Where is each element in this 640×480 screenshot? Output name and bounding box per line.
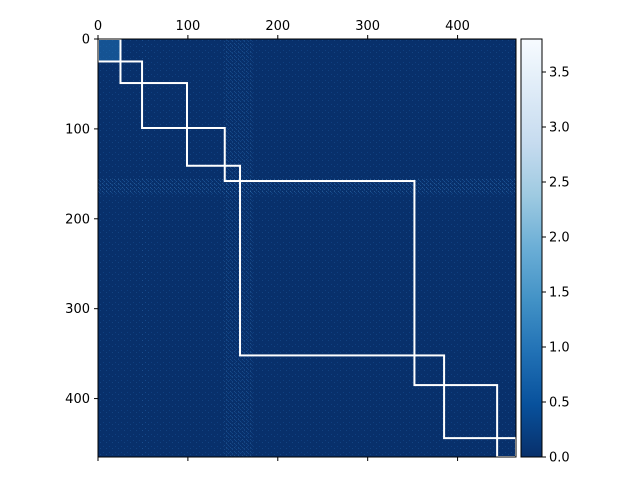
cluster-block	[223, 164, 242, 183]
colorbar: 0.0 0.5 1.0 1.5 2.0 2.5 3.0 3.5	[520, 38, 570, 466]
colorbar-tick-label: 3.0	[549, 121, 570, 136]
x-tick-label: 100	[175, 19, 200, 34]
high-value-region	[98, 39, 121, 62]
heatmap-noise-texture	[98, 39, 516, 457]
x-tick-label: 0	[94, 19, 102, 34]
noise-band-vertical-2	[141, 39, 149, 457]
cluster-block	[119, 60, 144, 85]
noise-band-horizontal	[98, 178, 516, 194]
x-tick-label: 400	[445, 19, 470, 34]
noise-band-vertical	[223, 39, 253, 457]
x-tick-label: 300	[355, 19, 380, 34]
y-axis: 0 100 200 300 400	[65, 33, 98, 407]
x-axis: 0 100 200 300 400	[94, 19, 470, 461]
colorbar-tick-label: 2.5	[549, 176, 570, 191]
colorbar-tick-label: 1.0	[549, 341, 570, 356]
y-tick-label: 100	[65, 122, 90, 137]
x-tick-label: 200	[265, 19, 290, 34]
colorbar-gradient	[520, 38, 543, 458]
colorbar-tick-label: 1.5	[549, 286, 570, 301]
cluster-block	[141, 82, 188, 129]
cluster-block	[413, 354, 446, 387]
colorbar-tick-label: 0.0	[549, 451, 570, 466]
colorbar-tick-label: 3.5	[549, 66, 570, 81]
plot-frame	[97, 38, 517, 458]
cluster-blocks	[97, 38, 518, 459]
y-tick-label: 300	[65, 302, 90, 317]
y-tick-label: 400	[65, 392, 90, 407]
heatmap-features	[98, 39, 516, 457]
cluster-block	[239, 180, 416, 357]
cluster-block	[185, 126, 226, 167]
y-tick-label: 200	[65, 212, 90, 227]
colorbar-tick-label: 0.5	[549, 396, 570, 411]
cluster-block	[443, 384, 499, 440]
y-tick-label: 0	[82, 33, 90, 48]
colorbar-tick-label: 2.0	[549, 231, 570, 246]
heatmap-plot-area	[97, 38, 518, 459]
